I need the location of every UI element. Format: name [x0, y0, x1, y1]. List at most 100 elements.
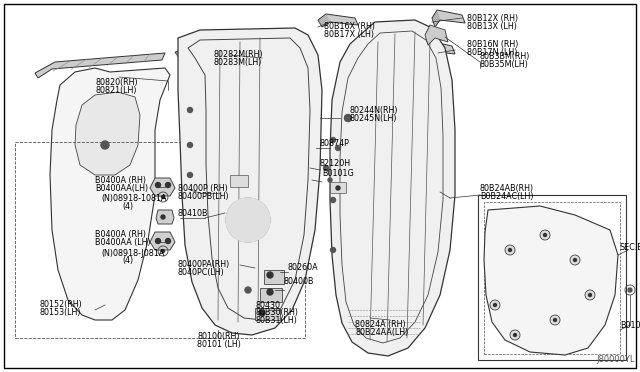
Bar [478, 195, 626, 360]
Circle shape [259, 310, 265, 316]
Circle shape [540, 230, 550, 240]
Circle shape [323, 166, 328, 170]
Circle shape [267, 289, 273, 295]
Text: 82120H: 82120H [320, 160, 351, 169]
Circle shape [493, 304, 497, 307]
Bar [255, 308, 280, 320]
Circle shape [166, 238, 170, 244]
Polygon shape [330, 20, 455, 356]
Polygon shape [150, 232, 175, 250]
Bar [15, 142, 305, 338]
Circle shape [589, 294, 591, 296]
Text: (4): (4) [122, 202, 133, 212]
Text: (N)08918-1081A: (N)08918-1081A [101, 195, 166, 203]
Circle shape [156, 238, 161, 244]
Text: J80000YL: J80000YL [596, 355, 635, 364]
Circle shape [509, 248, 511, 251]
Text: 80101 (LH): 80101 (LH) [197, 340, 241, 349]
Text: 80B3BM(RH): 80B3BM(RH) [480, 51, 531, 61]
Circle shape [161, 196, 164, 199]
Circle shape [543, 234, 547, 237]
Text: 80400PA(RH): 80400PA(RH) [178, 260, 230, 269]
Text: 80B13X (LH): 80B13X (LH) [467, 22, 517, 31]
Text: 80283M(LH): 80283M(LH) [213, 58, 261, 67]
Circle shape [628, 288, 632, 292]
Text: B0400A (RH): B0400A (RH) [95, 176, 146, 186]
Circle shape [245, 287, 251, 293]
Circle shape [490, 300, 500, 310]
Circle shape [570, 255, 580, 265]
Text: B0400AA (LH): B0400AA (LH) [95, 238, 150, 247]
Bar [230, 175, 248, 187]
Text: 80400P (RH): 80400P (RH) [178, 183, 228, 192]
Text: 80821(LH): 80821(LH) [95, 87, 136, 96]
Circle shape [554, 318, 557, 321]
Polygon shape [432, 10, 465, 27]
Text: 80430: 80430 [255, 301, 280, 310]
Text: 80B35M(LH): 80B35M(LH) [480, 60, 529, 68]
Text: 80820(RH): 80820(RH) [95, 78, 138, 87]
Polygon shape [484, 206, 618, 355]
Circle shape [267, 272, 273, 278]
Circle shape [166, 183, 170, 187]
Bar [264, 270, 284, 284]
Bar [260, 288, 282, 302]
Text: 80B12X (RH): 80B12X (RH) [467, 13, 518, 22]
Polygon shape [50, 68, 170, 320]
Polygon shape [318, 14, 358, 27]
Circle shape [513, 334, 516, 337]
Circle shape [330, 138, 335, 142]
Text: B0101G: B0101G [322, 170, 354, 179]
Text: 80874P: 80874P [320, 140, 350, 148]
Text: 80B24AA(LH): 80B24AA(LH) [355, 327, 408, 337]
Circle shape [188, 142, 193, 148]
Polygon shape [156, 210, 174, 224]
Text: 80B24AB(RH): 80B24AB(RH) [480, 183, 534, 192]
Circle shape [505, 245, 515, 255]
Circle shape [161, 215, 165, 219]
Text: 80410B: 80410B [178, 209, 209, 218]
Circle shape [101, 141, 109, 149]
Text: 80B17N (LH): 80B17N (LH) [467, 48, 517, 57]
Text: SEC.B03: SEC.B03 [620, 244, 640, 253]
Polygon shape [175, 35, 310, 62]
Circle shape [156, 183, 161, 187]
Circle shape [335, 145, 340, 151]
Circle shape [161, 250, 164, 253]
Circle shape [226, 198, 270, 242]
Text: 80400PB(LH): 80400PB(LH) [178, 192, 230, 201]
Bar [484, 202, 620, 354]
Text: 80152(RH): 80152(RH) [40, 301, 83, 310]
Circle shape [573, 259, 577, 262]
Circle shape [330, 198, 335, 202]
Text: 80100(RH): 80100(RH) [197, 331, 239, 340]
Text: 8040PC(LH): 8040PC(LH) [178, 267, 225, 276]
Text: 80153(LH): 80153(LH) [40, 308, 81, 317]
Circle shape [550, 315, 560, 325]
Polygon shape [35, 53, 165, 78]
Text: 80B30(RH): 80B30(RH) [255, 308, 298, 317]
Circle shape [344, 115, 351, 122]
Circle shape [336, 186, 340, 190]
Text: 80B16X (RH): 80B16X (RH) [324, 22, 375, 31]
Circle shape [585, 290, 595, 300]
Text: 80B17X (LH): 80B17X (LH) [324, 29, 374, 38]
Text: B0B24AC(LH): B0B24AC(LH) [480, 192, 534, 201]
Polygon shape [178, 28, 322, 335]
Circle shape [330, 247, 335, 253]
Text: 80282M(RH): 80282M(RH) [213, 51, 262, 60]
Text: (4): (4) [122, 257, 133, 266]
Text: 80B16N (RH): 80B16N (RH) [467, 39, 518, 48]
Polygon shape [425, 25, 448, 45]
Text: 80245N(LH): 80245N(LH) [350, 115, 397, 124]
Polygon shape [75, 92, 140, 175]
Text: 80B31(LH): 80B31(LH) [255, 317, 297, 326]
Circle shape [188, 173, 193, 177]
Text: B0101C: B0101C [620, 321, 640, 330]
Circle shape [510, 330, 520, 340]
Text: 80400B: 80400B [284, 278, 314, 286]
Polygon shape [430, 42, 455, 58]
Text: B0400AA(LH): B0400AA(LH) [95, 185, 148, 193]
Text: 80260A: 80260A [288, 263, 319, 273]
Text: 80244N(RH): 80244N(RH) [350, 106, 399, 115]
